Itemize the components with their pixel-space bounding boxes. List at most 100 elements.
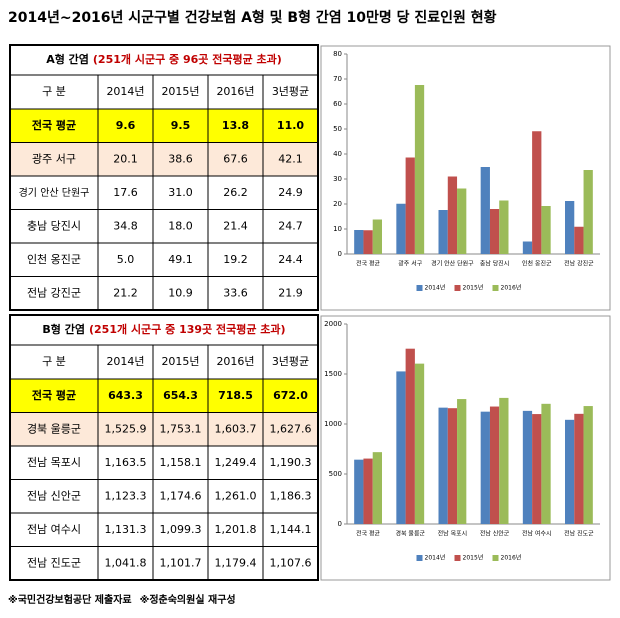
- x-tick-label: 충남 당진시: [480, 260, 510, 268]
- column-header: 2015년: [161, 355, 199, 368]
- table-cell-text: 49.1: [168, 253, 193, 266]
- table-cell-text: 21.4: [223, 219, 248, 232]
- table-cell: [9, 209, 99, 244]
- table-cell: [9, 142, 99, 177]
- table-cell-text: 19.2: [223, 253, 248, 266]
- table-note: (251개 시군구 중 139곳 전국평균 초과): [89, 322, 286, 336]
- bar: [414, 363, 425, 524]
- table-cell-text: 24.9: [278, 186, 303, 199]
- legend-label: 2015년: [463, 284, 484, 292]
- table-cell: [262, 242, 319, 277]
- bar: [522, 241, 533, 254]
- page-title: 2014년~2016년 시군구별 건강보험 A형 및 B형 간염 10만명 당 …: [8, 9, 497, 26]
- legend-label: 2016년: [501, 554, 522, 562]
- legend-label: 2015년: [463, 554, 484, 562]
- footnote-source: ※국민건강보험공단 제출자료: [8, 593, 132, 606]
- table-cell-text: 1,107.6: [270, 556, 312, 569]
- x-tick-label: 인천 옹진군: [522, 260, 552, 268]
- bar: [447, 408, 458, 524]
- table-cell-text: 24.7: [278, 219, 303, 232]
- y-tick-label: 60: [333, 100, 342, 108]
- legend-label: 2016년: [501, 284, 522, 292]
- legend-swatch: [492, 285, 499, 291]
- table-cell-text: 672.0: [273, 389, 308, 402]
- x-tick-label: 전남 여수시: [522, 530, 552, 538]
- table-cell: [207, 378, 264, 413]
- bar: [489, 406, 500, 524]
- x-tick-label: 광주 서구: [398, 260, 422, 268]
- table-cell-text: 17.6: [113, 186, 138, 199]
- column-header-cell: [9, 74, 99, 110]
- table-cell-text: 광주 서구: [32, 152, 76, 165]
- table-cell-text: 1,158.1: [160, 456, 202, 469]
- table-cell-text: 31.0: [168, 186, 193, 199]
- y-tick-label: 1500: [324, 370, 342, 378]
- x-tick-label: 전국 평균: [356, 530, 380, 538]
- table-title: A형 간염: [46, 52, 89, 66]
- bar: [354, 459, 364, 524]
- table-cell-text: 1,041.8: [105, 556, 147, 569]
- table-cell-text: 1,179.4: [215, 556, 257, 569]
- table-cell: [152, 479, 209, 514]
- table-cell-text: 전남 여수시: [27, 523, 81, 536]
- column-header-cell: [207, 344, 264, 380]
- bar: [565, 419, 575, 524]
- table-cell-text: 42.1: [278, 152, 303, 165]
- bar: [363, 230, 373, 254]
- bar: [457, 188, 467, 254]
- table-cell-text: 20.1: [113, 152, 138, 165]
- legend-swatch: [492, 555, 499, 561]
- table-cell-text: 38.6: [168, 152, 193, 165]
- table-cell: [152, 445, 209, 480]
- x-tick-label: 경기 안산 단원구: [431, 260, 474, 268]
- table-cell-text: 1,603.7: [215, 422, 257, 435]
- table-cell-text: 1,186.3: [270, 489, 312, 502]
- table-cell-text: 718.5: [218, 389, 253, 402]
- table-header-cell: [9, 44, 319, 76]
- table-cell: [262, 142, 319, 177]
- legend-label: 2014년: [425, 284, 446, 292]
- table-cell-text: 경북 울릉군: [27, 422, 81, 435]
- bar: [363, 458, 373, 524]
- table-cell-text: 643.3: [108, 389, 143, 402]
- table-cell: [152, 412, 209, 447]
- table-cell: [152, 142, 209, 177]
- column-header: 2014년: [106, 85, 144, 98]
- bar: [574, 413, 584, 524]
- table-cell-text: 1,627.6: [270, 422, 312, 435]
- table-cell-text: 654.3: [163, 389, 198, 402]
- y-tick-label: 10: [333, 225, 342, 233]
- table-cell-text: 21.9: [278, 286, 303, 299]
- table-cell-text: 1,201.8: [215, 523, 257, 536]
- table-cell-text: 1,249.4: [215, 456, 257, 469]
- table-cell: [262, 445, 319, 480]
- table-header: A형 간염 (251개 시군구 중 96곳 전국평균 초과): [46, 52, 282, 66]
- y-tick-label: 2000: [324, 320, 342, 328]
- bar: [405, 348, 415, 524]
- legend-swatch: [454, 285, 461, 291]
- table-note: (251개 시군구 중 96곳 전국평균 초과): [93, 52, 282, 66]
- bar: [480, 411, 490, 524]
- x-tick-label: 전국 평균: [356, 260, 380, 268]
- bar: [499, 397, 509, 524]
- bar: [583, 170, 593, 254]
- bar: [405, 157, 415, 254]
- table-header: B형 간염 (251개 시군구 중 139곳 전국평균 초과): [42, 322, 285, 336]
- table-cell: [9, 412, 99, 447]
- table-cell-text: 1,525.9: [105, 422, 147, 435]
- table-cell-text: 9.5: [171, 119, 191, 132]
- bar: [480, 167, 490, 254]
- table-cell-text: 67.6: [223, 152, 248, 165]
- table-cell-text: 24.4: [278, 253, 303, 266]
- column-header: 2014년: [106, 355, 144, 368]
- table-cell-text: 18.0: [168, 219, 193, 232]
- x-tick-label: 경북 울릉군: [395, 531, 425, 538]
- table-cell-text: 1,144.1: [270, 523, 312, 536]
- bar: [457, 399, 467, 524]
- table-cell: [152, 175, 209, 210]
- table-cell: [207, 512, 264, 547]
- table-cell-text: 1,163.5: [105, 456, 147, 469]
- table-cell-text: 11.0: [277, 119, 304, 132]
- bar: [372, 452, 382, 524]
- table-cell: [97, 175, 154, 210]
